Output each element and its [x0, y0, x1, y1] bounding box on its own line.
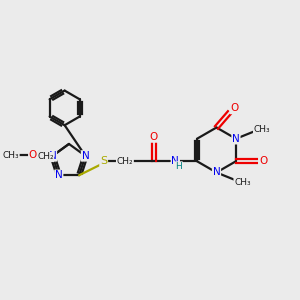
Text: O: O [150, 132, 158, 142]
Text: CH₂: CH₂ [117, 157, 133, 166]
Text: H: H [176, 162, 182, 171]
Text: N: N [172, 156, 179, 166]
Text: CH₃: CH₃ [234, 178, 251, 187]
Text: O: O [259, 156, 267, 166]
Text: CH₂: CH₂ [37, 152, 54, 161]
Text: CH₃: CH₃ [2, 151, 19, 160]
Text: N: N [49, 151, 56, 161]
Text: N: N [55, 170, 63, 180]
Text: S: S [100, 156, 107, 166]
Text: CH₃: CH₃ [254, 125, 270, 134]
Text: O: O [29, 151, 37, 160]
Text: N: N [82, 151, 89, 161]
Text: N: N [213, 167, 220, 178]
Text: O: O [230, 103, 238, 113]
Text: N: N [232, 134, 240, 144]
